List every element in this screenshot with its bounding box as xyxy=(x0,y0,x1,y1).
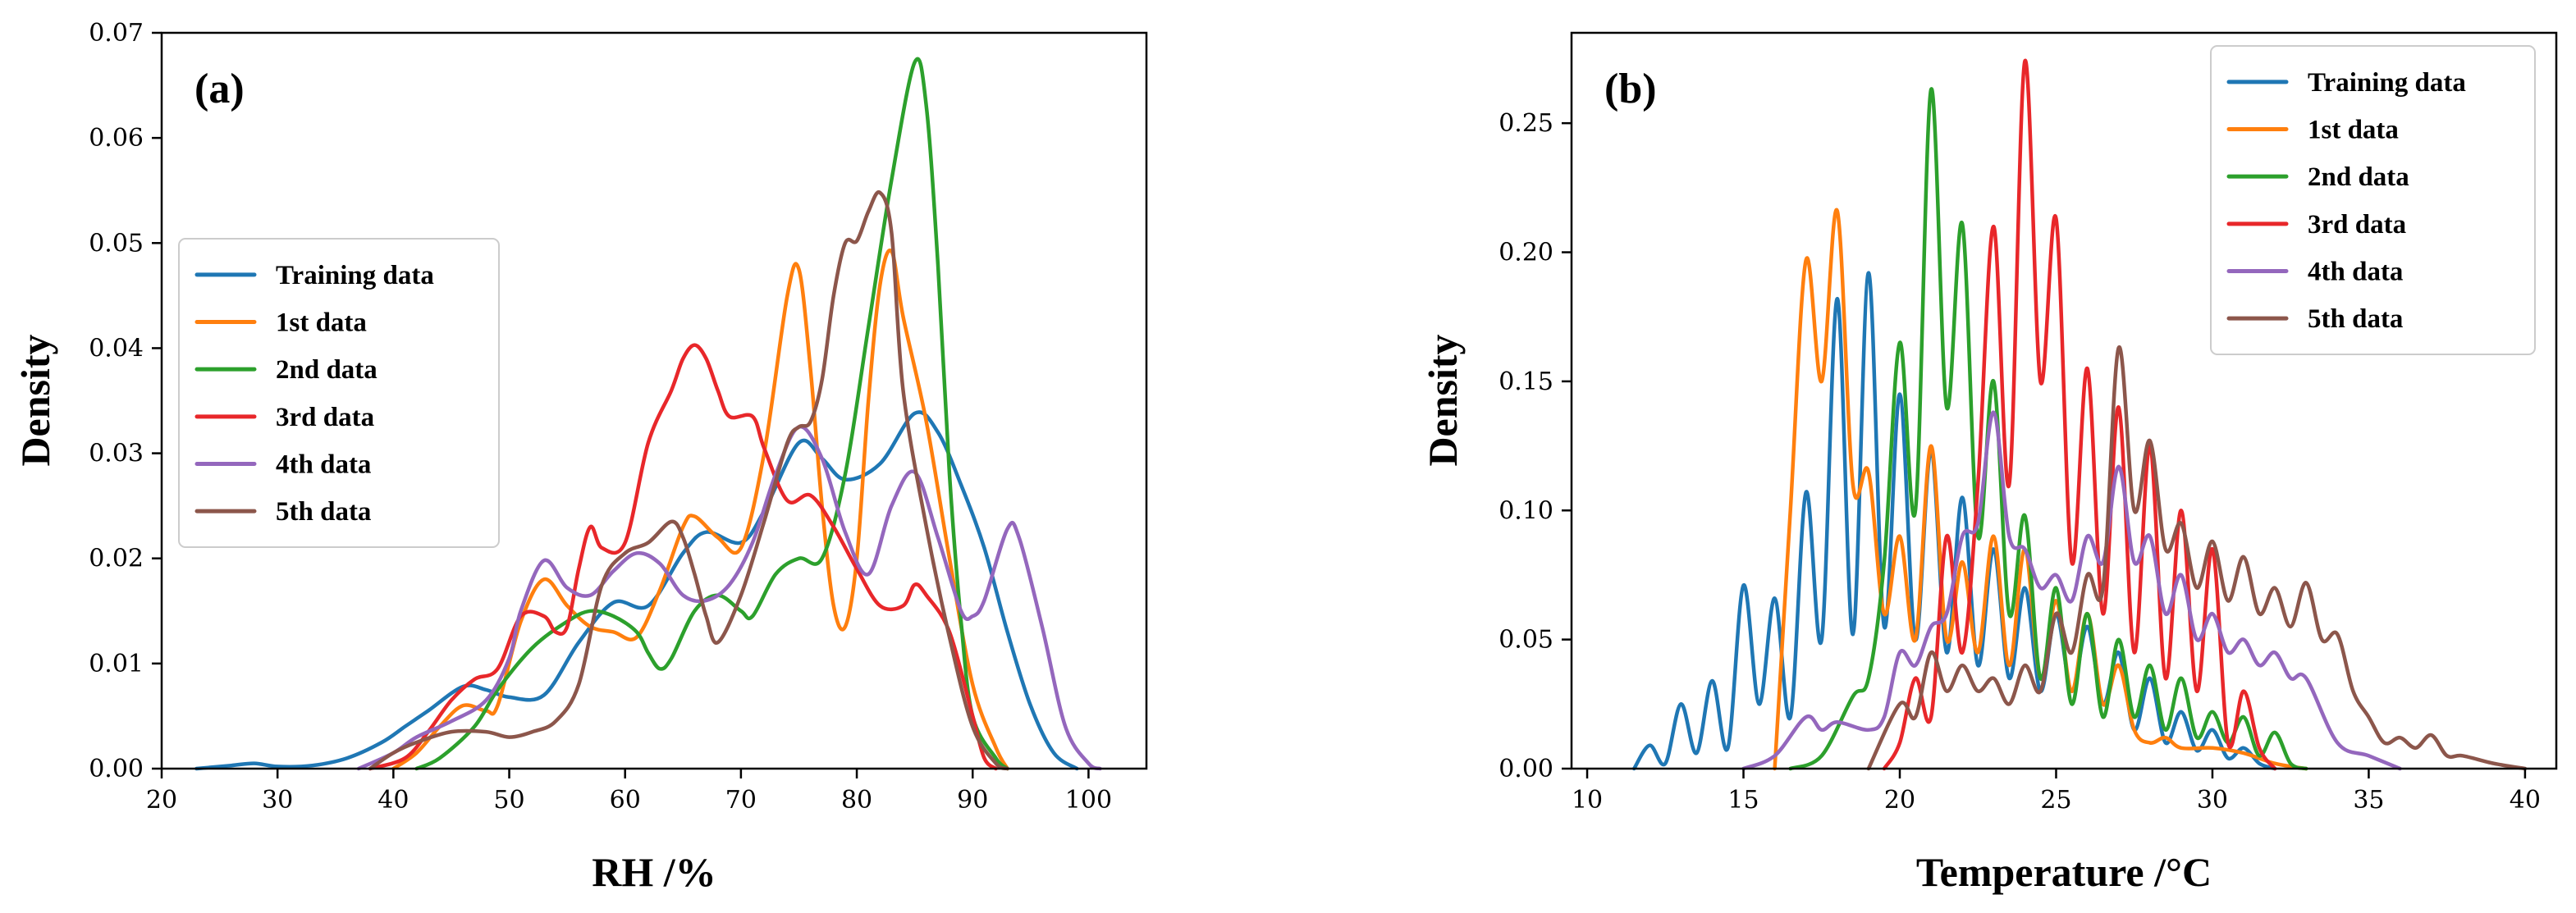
chart-a-x-tick-label: 30 xyxy=(262,786,293,815)
chart-a-y-tick-label: 0.05 xyxy=(89,229,144,258)
chart-a-y-tick-label: 0.02 xyxy=(89,545,144,573)
chart-a-x-ticks: 20 30 40 50 60 70 80 90 100 xyxy=(146,769,1112,815)
chart-a-x-tick-label: 20 xyxy=(146,786,177,815)
chart-a-series-3-line xyxy=(414,57,1009,771)
chart-panel-a: 20 30 40 50 60 70 80 90 100 0.00 0.01 0.02 0.03 0.04… xyxy=(12,19,1148,895)
chart-b-x-tick-label: 30 xyxy=(2197,786,2228,815)
chart-a-y-tick-label: 0.03 xyxy=(89,440,144,468)
chart-a-series-6-line xyxy=(368,189,1009,771)
chart-b-x-tick-label: 15 xyxy=(1727,786,1759,815)
chart-b-legend-label: 3rd data xyxy=(2308,210,2406,240)
chart-b-legend-label: 5th data xyxy=(2308,304,2403,334)
chart-a-legend: Training data 1st data 2nd data 3rd data 4th… xyxy=(178,238,500,548)
chart-a-y-label: Density xyxy=(12,334,58,466)
chart-b-x-tick-label: 20 xyxy=(1884,786,1915,815)
chart-b-panel-label: (b) xyxy=(1604,66,1657,112)
chart-b-legend-label: 2nd data xyxy=(2308,162,2409,192)
chart-a-panel-label: (a) xyxy=(194,66,245,112)
chart-a-x-tick-label: 90 xyxy=(957,786,988,815)
chart-b-x-label: Temperature /°C xyxy=(1916,849,2212,895)
chart-a-x-tick-label: 70 xyxy=(725,786,757,815)
chart-b-y-tick-label: 0.10 xyxy=(1498,496,1553,525)
chart-a-y-tick-label: 0.06 xyxy=(89,124,144,153)
chart-b-legend: Training data 1st data 2nd data 3rd data 4th… xyxy=(2210,45,2536,355)
chart-a-curves xyxy=(194,57,1102,771)
chart-b-x-ticks: 10 15 20 25 30 35 40 xyxy=(1572,769,2541,815)
chart-b-legend-box xyxy=(2210,45,2536,355)
chart-b-y-tick-label: 0.20 xyxy=(1498,239,1553,267)
chart-a-legend-label: 3rd data xyxy=(276,403,374,432)
chart-b-x-tick-label: 35 xyxy=(2353,786,2384,815)
chart-b-y-tick-label: 0.05 xyxy=(1498,626,1553,655)
chart-a-legend-label: 2nd data xyxy=(276,355,377,385)
chart-b-legend-label: Training data xyxy=(2308,68,2466,98)
chart-a-x-tick-label: 40 xyxy=(377,786,409,815)
chart-b-y-tick-label: 0.15 xyxy=(1498,367,1553,396)
chart-a-x-tick-label: 80 xyxy=(841,786,872,815)
chart-a-x-tick-label: 100 xyxy=(1065,786,1112,815)
chart-a-legend-label: 4th data xyxy=(276,450,371,480)
chart-a-legend-label: 5th data xyxy=(276,497,371,527)
chart-b-y-tick-label: 0.25 xyxy=(1498,109,1553,138)
chart-a-x-tick-label: 60 xyxy=(610,786,641,815)
chart-b-y-ticks: 0.00 0.05 0.10 0.15 0.20 0.25 xyxy=(1498,109,1572,783)
chart-a-frame xyxy=(160,31,1148,770)
chart-panel-b: 10 15 20 25 30 35 40 0.000.050.100.150.200.25 … xyxy=(1420,31,2558,895)
chart-a-y-tick-label: 0.00 xyxy=(89,755,144,783)
chart-a-legend-box xyxy=(178,238,500,548)
chart-a-y-tick-label: 0.04 xyxy=(89,334,144,363)
chart-a-legend-label: Training data xyxy=(276,261,434,290)
chart-a-y-ticks: 0.00 0.01 0.02 0.03 0.04 0.05 0.06 0.07 xyxy=(89,19,162,783)
chart-b-x-tick-label: 25 xyxy=(2040,786,2071,815)
chart-b-x-tick-label: 40 xyxy=(2510,786,2541,815)
chart-b-curves xyxy=(1631,58,2528,771)
chart-b-series-6-line xyxy=(1866,345,2528,771)
chart-a-y-tick-label: 0.07 xyxy=(89,19,144,48)
chart-b-legend-label: 1st data xyxy=(2308,116,2399,145)
chart-b-y-label: Density xyxy=(1420,334,1466,466)
chart-b-series-4-line xyxy=(1882,58,2277,771)
chart-a-series-1-line xyxy=(194,410,1079,771)
chart-a-legend-label: 1st data xyxy=(276,308,367,338)
chart-a-y-tick-label: 0.01 xyxy=(89,650,144,678)
chart-a-x-tick-label: 50 xyxy=(493,786,524,815)
chart-b-series-5-line xyxy=(1741,410,2402,771)
chart-b-y-tick-label: 0.00 xyxy=(1498,755,1553,783)
chart-b-legend-label: 4th data xyxy=(2308,258,2403,287)
chart-b-frame xyxy=(1570,31,2558,770)
chart-a-x-label: RH /% xyxy=(592,849,716,895)
chart-b-x-tick-label: 10 xyxy=(1572,786,1603,815)
chart-b-series-3-line xyxy=(1788,87,2308,771)
